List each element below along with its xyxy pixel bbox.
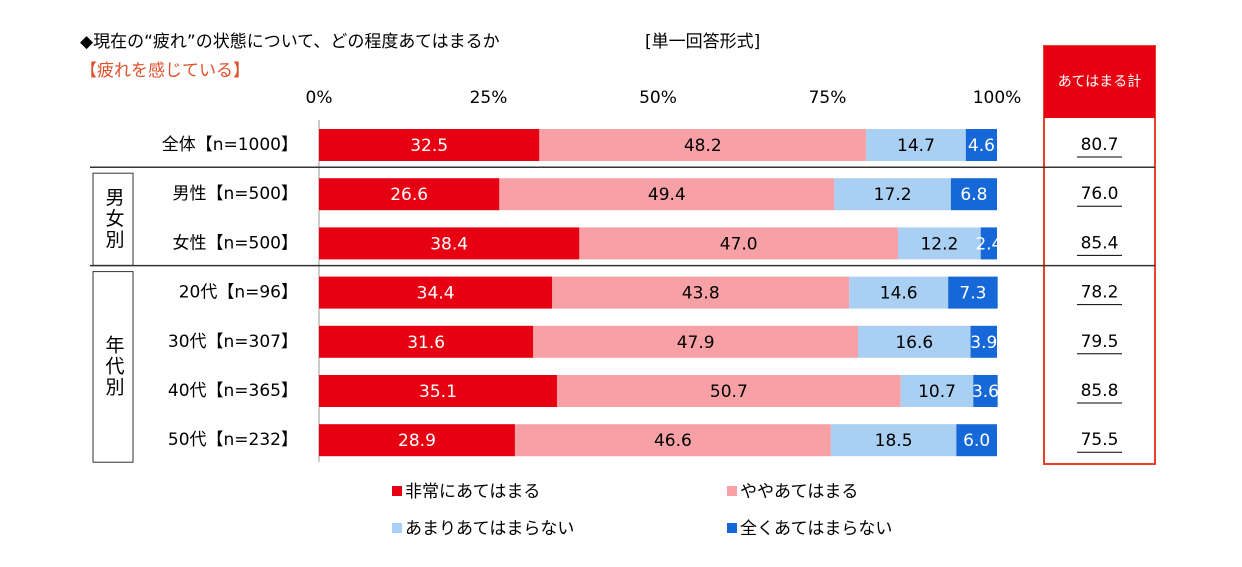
bar-segment xyxy=(319,325,534,358)
bar-segment xyxy=(900,375,974,407)
legend-swatch xyxy=(727,486,737,496)
bar-segment xyxy=(533,325,859,358)
y-tick-label: 女性【n=500】 xyxy=(173,233,298,253)
data-label: 17.2 xyxy=(874,185,912,205)
bar-segment xyxy=(970,325,997,358)
legend-swatch xyxy=(392,523,402,533)
y-tick-label: 50代【n=232】 xyxy=(168,430,298,450)
data-label: 47.0 xyxy=(720,234,758,254)
chart-title: ◆現在の“疲れ”の状態について、どの程度あてはまるか xyxy=(80,32,500,52)
data-label: 6.0 xyxy=(963,431,990,451)
x-tick-label: 25% xyxy=(470,88,508,108)
legend-swatch xyxy=(727,523,737,533)
data-label: 26.6 xyxy=(390,185,428,205)
data-label: 6.8 xyxy=(960,185,987,205)
data-label: 49.4 xyxy=(648,185,686,205)
bar-segment xyxy=(956,424,997,457)
legend-label: 非常にあてはまる xyxy=(405,482,540,502)
total-header: あてはまる計 xyxy=(1058,74,1141,90)
data-label: 7.3 xyxy=(959,284,986,304)
data-label: 46.6 xyxy=(654,431,692,451)
group-label: 年代別 xyxy=(103,335,125,398)
data-label: 16.6 xyxy=(895,333,933,353)
data-label: 48.2 xyxy=(684,136,722,156)
data-label: 10.7 xyxy=(918,382,956,402)
group-box xyxy=(92,271,134,463)
data-label: 47.9 xyxy=(677,333,715,353)
data-label: 3.9 xyxy=(970,333,997,353)
data-label: 4.6 xyxy=(968,136,995,156)
y-tick-label: 30代【n=307】 xyxy=(168,332,298,352)
total-value: 85.8 xyxy=(1081,381,1119,401)
total-value: 80.7 xyxy=(1081,135,1119,155)
x-tick-label: 75% xyxy=(809,88,847,108)
bar-segment xyxy=(319,375,557,407)
bar-segment xyxy=(319,424,515,457)
bar-segment xyxy=(950,178,997,211)
total-value: 76.0 xyxy=(1081,184,1119,204)
y-tick-label: 男性【n=500】 xyxy=(173,184,298,204)
total-value: 85.4 xyxy=(1081,233,1119,253)
data-label: 28.9 xyxy=(398,431,436,451)
y-tick-label: 40代【n=365】 xyxy=(168,381,298,401)
total-value: 75.5 xyxy=(1081,430,1119,450)
data-label: 34.4 xyxy=(417,284,455,304)
total-value: 79.5 xyxy=(1081,332,1119,352)
bar-segment xyxy=(319,129,540,161)
legend-swatch xyxy=(392,486,402,496)
legend-label: あまりあてはまらない xyxy=(405,519,574,539)
bar-segment xyxy=(973,375,998,407)
bar-segment xyxy=(319,178,500,211)
data-label: 50.7 xyxy=(710,382,748,402)
data-label: 38.4 xyxy=(430,234,468,254)
data-label: 3.6 xyxy=(972,382,999,402)
x-tick-label: 100% xyxy=(973,88,1022,108)
data-label: 14.7 xyxy=(897,136,935,156)
bar-segment xyxy=(866,129,966,161)
bar-segment xyxy=(834,178,951,211)
data-label: 32.5 xyxy=(410,136,448,156)
chart-subtitle: 【疲れを感じている】 xyxy=(80,61,250,81)
group-label: 男女別 xyxy=(103,187,125,250)
y-tick-label: 全体【n=1000】 xyxy=(162,135,298,155)
data-label: 31.6 xyxy=(407,333,445,353)
bar-segment xyxy=(948,276,998,309)
total-value: 78.2 xyxy=(1081,283,1119,303)
data-label: 14.6 xyxy=(880,284,918,304)
bar-segment xyxy=(965,129,997,161)
bar-segment xyxy=(514,424,831,457)
legend-label: 全くあてはまらない xyxy=(740,519,892,539)
bar-segment xyxy=(499,178,835,211)
bar-segment xyxy=(849,276,949,309)
x-tick-label: 0% xyxy=(306,88,333,108)
data-label: 2.4 xyxy=(975,234,1002,254)
legend-label: ややあてはまる xyxy=(740,482,858,502)
y-tick-label: 20代【n=96】 xyxy=(179,283,298,303)
bar-segment xyxy=(830,424,957,457)
data-label: 12.2 xyxy=(920,234,958,254)
x-tick-label: 50% xyxy=(639,88,677,108)
bar-segment xyxy=(556,375,901,407)
bar-segment xyxy=(552,276,850,309)
total-header-bg xyxy=(1044,46,1155,118)
bar-segment xyxy=(898,227,981,260)
data-label: 18.5 xyxy=(875,431,913,451)
bar-segment xyxy=(980,227,997,260)
bar-segment xyxy=(858,325,971,358)
bar-segment xyxy=(539,129,867,161)
bar-segment xyxy=(319,276,553,309)
bar-segment xyxy=(319,227,580,260)
bar-segment xyxy=(579,227,899,260)
chart-note: [単一回答形式] xyxy=(645,32,760,52)
data-label: 43.8 xyxy=(682,284,720,304)
data-label: 35.1 xyxy=(419,382,457,402)
